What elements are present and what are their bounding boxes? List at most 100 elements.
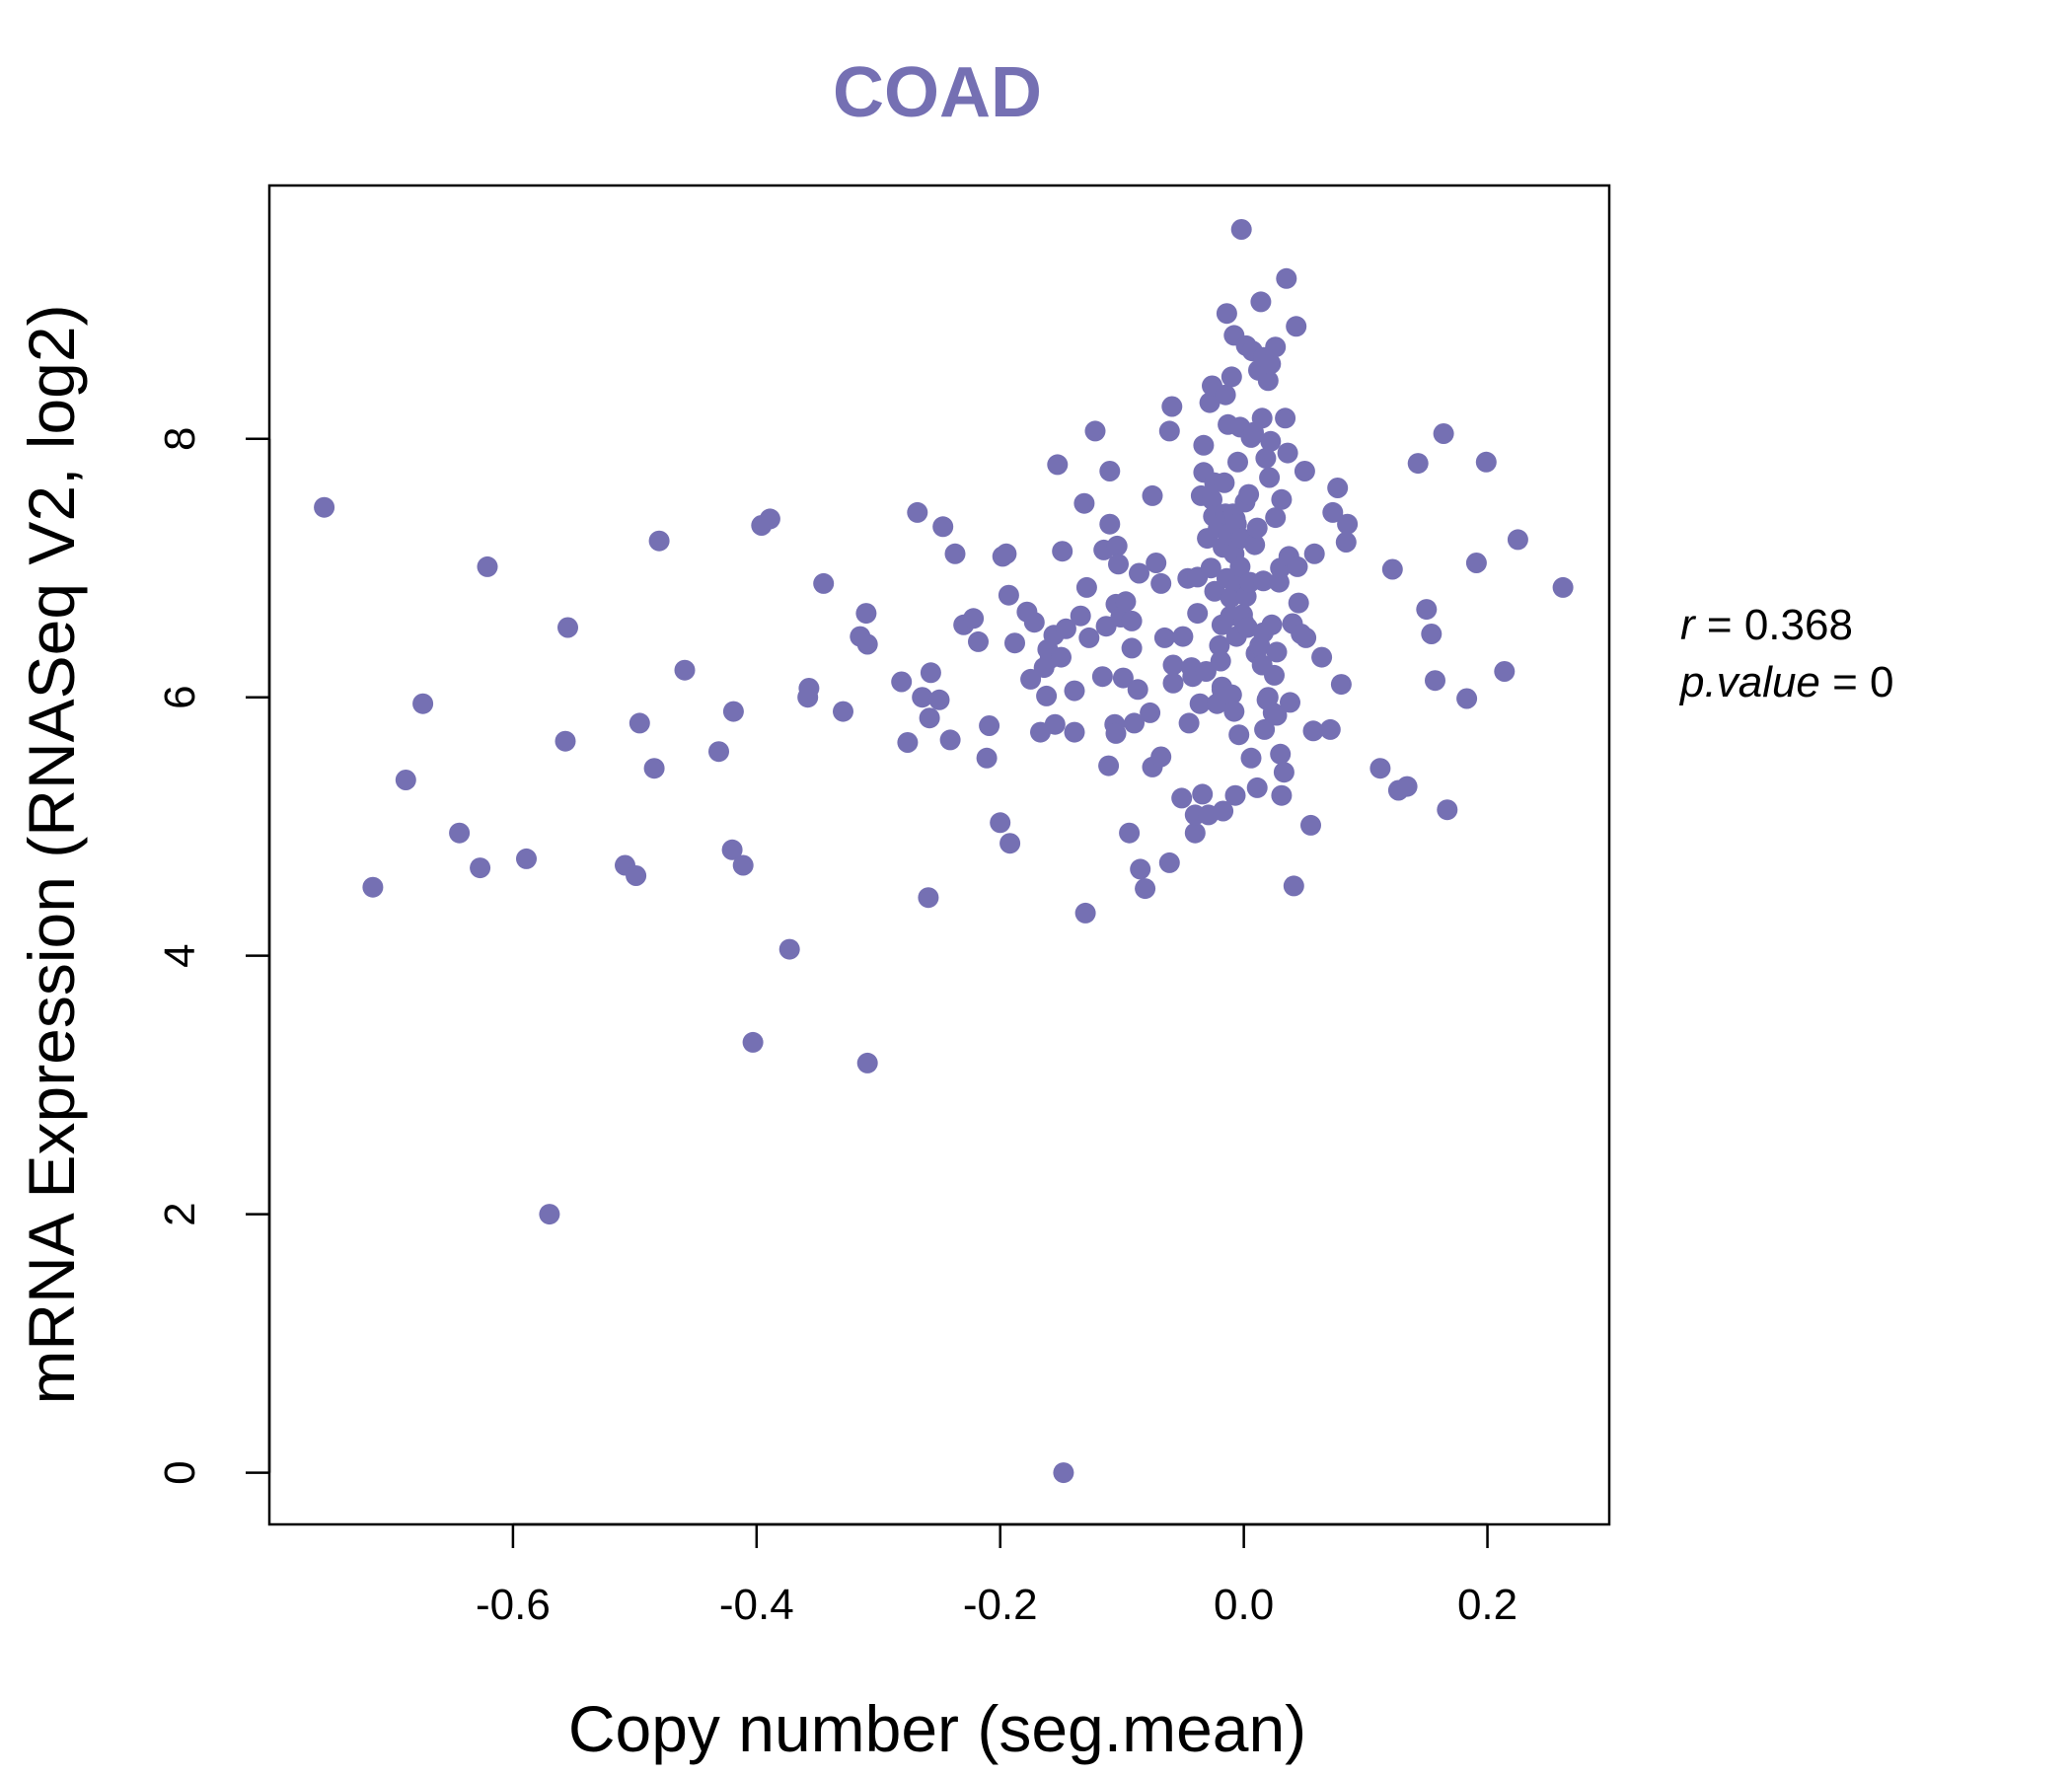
data-point (1507, 529, 1528, 551)
data-point (1280, 692, 1300, 713)
data-point (1230, 219, 1252, 240)
data-point (1265, 336, 1287, 358)
data-point (1129, 562, 1149, 584)
data-point (1252, 570, 1274, 592)
data-point (1192, 783, 1214, 805)
data-point (674, 659, 696, 681)
data-point (1193, 434, 1215, 456)
data-point (1330, 674, 1352, 696)
data-point (1146, 553, 1167, 573)
data-point (1273, 762, 1295, 783)
data-point (1465, 553, 1487, 573)
data-point (1407, 453, 1429, 475)
data-point (1074, 902, 1096, 924)
data-point (1271, 784, 1293, 806)
data-point (1121, 610, 1143, 631)
data-point (1227, 451, 1248, 473)
data-point (1004, 632, 1025, 654)
data-point (1099, 513, 1121, 535)
data-point (1150, 746, 1172, 768)
data-point (1246, 777, 1268, 798)
data-point (1276, 267, 1297, 289)
data-point (1270, 743, 1292, 765)
data-point (1288, 592, 1309, 614)
data-point (976, 747, 998, 769)
chart-title: COAD (833, 53, 1042, 132)
data-point (1264, 664, 1285, 686)
data-point (1327, 478, 1349, 498)
data-point (1240, 747, 1262, 769)
data-point (1202, 488, 1222, 510)
data-point (1286, 316, 1307, 337)
plot-frame (267, 184, 1611, 1526)
data-point (996, 543, 1017, 564)
data-point (1221, 684, 1242, 705)
data-point (1303, 543, 1325, 564)
data-point (919, 707, 940, 729)
data-point (798, 678, 820, 699)
data-point (856, 1052, 878, 1073)
data-point (708, 741, 729, 763)
data-point (1142, 484, 1163, 506)
data-point (1127, 679, 1148, 701)
data-point (1238, 483, 1260, 505)
data-point (362, 876, 384, 898)
data-point (722, 701, 744, 722)
data-point (1265, 507, 1287, 529)
data-point (1214, 472, 1235, 493)
data-point (1229, 555, 1251, 577)
data-point (648, 530, 670, 552)
data-point (944, 543, 966, 564)
data-point (1130, 858, 1151, 880)
data-point (833, 701, 853, 722)
data-point (1251, 407, 1273, 429)
data-point (1091, 666, 1113, 688)
data-point (1162, 672, 1184, 694)
x-axis-label: Copy number (seg.mean) (568, 1692, 1306, 1765)
data-point (778, 938, 800, 960)
data-point (856, 633, 878, 655)
data-point (1078, 627, 1100, 648)
data-point (1244, 534, 1266, 555)
data-point (855, 603, 877, 625)
y-axis: 0 2 4 6 8 (156, 426, 271, 1485)
data-point (1259, 467, 1281, 488)
data-point (897, 732, 919, 753)
data-point (990, 812, 1011, 834)
data-point (999, 833, 1021, 854)
data-point (742, 1031, 764, 1053)
data-point (1275, 407, 1296, 429)
data-point (1494, 661, 1516, 682)
x-tick-label: 0.0 (1214, 1581, 1274, 1629)
y-tick-label: 8 (156, 426, 204, 450)
y-tick-label: 2 (156, 1202, 204, 1225)
data-point (1055, 618, 1076, 639)
data-point (1053, 1462, 1074, 1484)
data-point (968, 630, 989, 652)
data-point (1064, 721, 1085, 743)
data-point (1215, 384, 1236, 406)
data-point (1084, 420, 1106, 442)
data-point (314, 496, 335, 518)
x-tick-label: -0.6 (476, 1581, 551, 1629)
r-value: 0.368 (1744, 601, 1853, 649)
data-point (1112, 667, 1134, 689)
data-point (1135, 878, 1156, 900)
data-point (732, 854, 754, 876)
data-point (1178, 712, 1200, 734)
data-point (1254, 718, 1276, 740)
data-point (1220, 587, 1241, 609)
y-tick-label: 4 (156, 943, 204, 967)
data-point (1209, 634, 1230, 656)
data-point (555, 730, 576, 752)
data-point (1277, 442, 1298, 464)
data-point (1064, 680, 1085, 702)
data-point (1105, 722, 1127, 744)
data-point (1416, 599, 1438, 621)
data-point (963, 608, 985, 629)
data-point (643, 758, 665, 779)
data-point (1044, 713, 1066, 735)
data-point (1171, 787, 1193, 809)
data-point (1396, 776, 1418, 797)
data-point (1223, 701, 1245, 722)
